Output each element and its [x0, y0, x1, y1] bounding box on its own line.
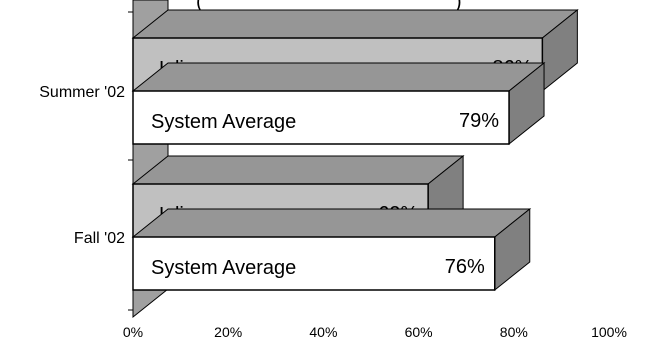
bar-top-face: [131, 208, 532, 238]
bar-fall-02-system-average: System Average 76%: [131, 207, 532, 292]
x-tick-label: 100%: [591, 324, 627, 339]
chart-title-fragment-end: ): [455, 0, 462, 13]
category-label-fall-02: Fall '02: [74, 230, 125, 247]
bar-front-face: [132, 90, 510, 145]
bar-front-face: [132, 236, 496, 291]
x-tick-label: 20%: [214, 324, 242, 339]
bar-top-face: [131, 62, 546, 92]
category-labels: Summer '02 Fall '02: [39, 84, 125, 247]
bar-top-face: [131, 155, 465, 185]
bar-series-label: System Average: [151, 111, 296, 133]
x-tick-label: 60%: [405, 324, 433, 339]
x-tick-label: 0%: [123, 324, 143, 339]
bar-series-label: System Average: [151, 257, 296, 279]
x-tick-label: 40%: [309, 324, 337, 339]
category-label-summer-02: Summer '02: [39, 84, 125, 101]
chart-title-fragment-start: (: [196, 0, 203, 13]
bar-value-label: 79%: [459, 110, 499, 132]
bar-summer-02-system-average: System Average 79%: [131, 61, 546, 146]
bar-value-label: 76%: [445, 256, 485, 278]
bar-top-face: [131, 9, 579, 39]
x-axis-ticks: 0% 20% 40% 60% 80% 100%: [123, 324, 627, 339]
x-tick-label: 80%: [500, 324, 528, 339]
